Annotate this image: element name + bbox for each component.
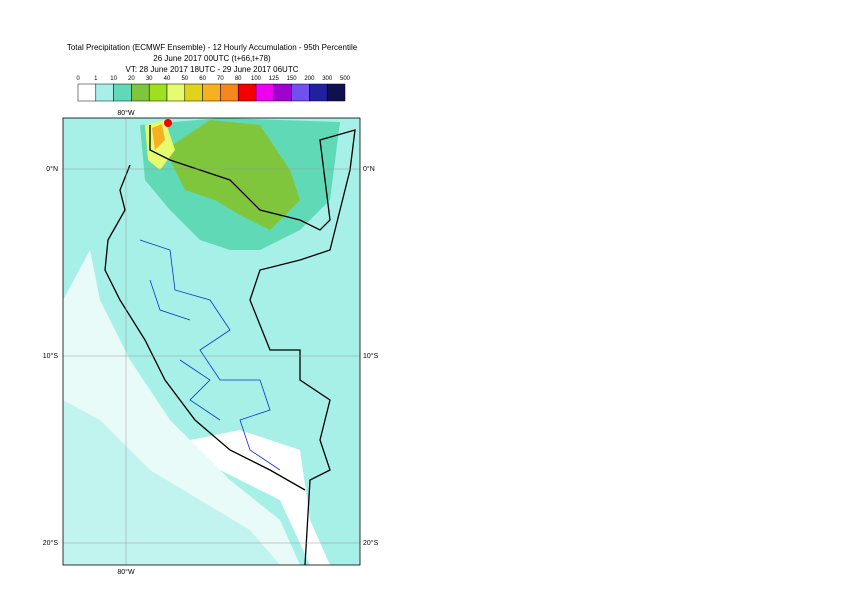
dry-area	[190, 430, 330, 565]
valid-time: VT: 28 June 2017 18UTC - 29 June 2017 06…	[126, 65, 299, 74]
lat-label: 0°N	[46, 165, 58, 173]
colorbar-box	[131, 83, 150, 102]
colorbar-label: 10	[110, 76, 117, 82]
colorbar-box	[237, 83, 257, 102]
coastline	[104, 164, 306, 491]
colorbar-box	[255, 83, 275, 102]
graticule: 80°W 80°W 0°N 0°N 10°S 10°S 20°S 20°S	[43, 109, 379, 576]
colorbar-box	[202, 83, 221, 102]
colorbar-box	[326, 83, 346, 102]
colorbar-box	[113, 83, 132, 102]
colorbar-box	[148, 83, 168, 102]
lon-label: 80°W	[117, 109, 135, 117]
colorbar-label: 500	[340, 76, 351, 82]
precip-area	[63, 400, 280, 565]
colorbar-box	[309, 83, 328, 102]
admin-border	[139, 239, 281, 471]
colorbar-box	[291, 83, 310, 102]
colorbar-label: 60	[199, 76, 206, 82]
lat-label: 10°S	[363, 352, 379, 360]
colorbar-label: 200	[304, 76, 315, 82]
colorbar-label: 100	[251, 76, 262, 82]
colorbar-box	[220, 83, 239, 102]
colorbar-box	[184, 83, 203, 102]
lat-label: 0°N	[363, 165, 375, 173]
colorbar-box	[95, 83, 114, 102]
country-border	[149, 125, 356, 565]
colorbar-box	[273, 83, 292, 102]
subtitle: 26 June 2017 00UTC (t+66,t+78)	[153, 54, 271, 63]
lat-label: 10°S	[43, 352, 59, 360]
colorbar-box	[77, 83, 97, 102]
colorbar-label: 80	[235, 76, 242, 82]
map-frame	[62, 117, 361, 566]
precip-area	[165, 120, 300, 230]
lat-label: 20°S	[43, 539, 59, 547]
colorbar-label: 150	[287, 76, 298, 82]
colorbar-label: 70	[217, 76, 224, 82]
colorbar-label: 1	[94, 76, 98, 82]
colorbar-box	[166, 83, 186, 102]
colorbar-label: 125	[269, 76, 280, 82]
map	[63, 118, 360, 565]
colorbar-label: 30	[146, 76, 153, 82]
colorbar-label: 50	[181, 76, 188, 82]
colorbar-label: 300	[322, 76, 333, 82]
colorbar-label: 40	[164, 76, 171, 82]
precip-max	[164, 119, 172, 127]
colorbar-label: 20	[128, 76, 135, 82]
colorbar: 0 1 10 20 30 40 50 60 70 80 100 125 150 200 300 500	[76, 76, 351, 102]
title: Total Precipitation (ECMWF Ensemble) - 1…	[67, 43, 358, 52]
colorbar-label: 0	[76, 76, 80, 82]
lon-label: 80°W	[117, 568, 135, 576]
lat-label: 20°S	[363, 539, 379, 547]
precip-area	[152, 124, 165, 150]
